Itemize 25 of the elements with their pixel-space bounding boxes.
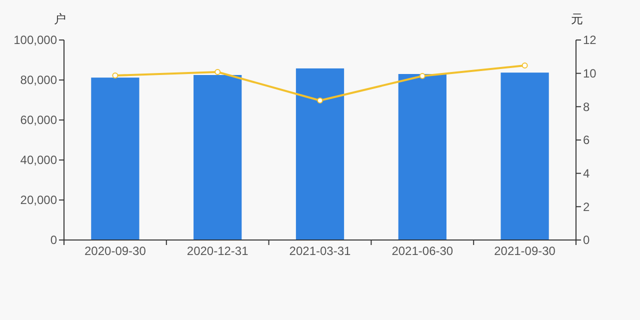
point [214,69,221,75]
y2-tick-label: 10 [583,66,597,81]
y2-tick-label: 2 [583,200,590,214]
y2-tick-label: 4 [583,166,590,181]
y2-tick-label: 12 [583,33,597,48]
x-tick-label: 2021-09-30 [494,244,556,258]
point [522,62,528,68]
x-tick-label: 2021-06-30 [392,244,454,258]
x-tick-label: 2020-12-31 [186,244,249,258]
x-tick-label: 2021-03-31 [289,244,352,258]
y2-tick-label: 6 [583,133,590,148]
y-tick-label: 0 [50,233,58,248]
x-tick-label: 2020-09-30 [84,244,146,258]
y-tick-label: 40,000 [20,153,58,168]
y-tick-label: 60,000 [20,113,58,128]
y2-tick-label: 0 [583,233,590,248]
y2-axis-title: 元 [571,12,583,26]
point [419,73,426,79]
y-axis-title: 户 [54,12,66,26]
y-tick-label: 100,000 [14,33,58,48]
y-tick-label: 80,000 [20,73,58,88]
point [317,98,323,104]
y2-tick-label: 8 [583,100,590,114]
point [112,72,118,78]
y-tick-label: 20,000 [20,193,58,208]
